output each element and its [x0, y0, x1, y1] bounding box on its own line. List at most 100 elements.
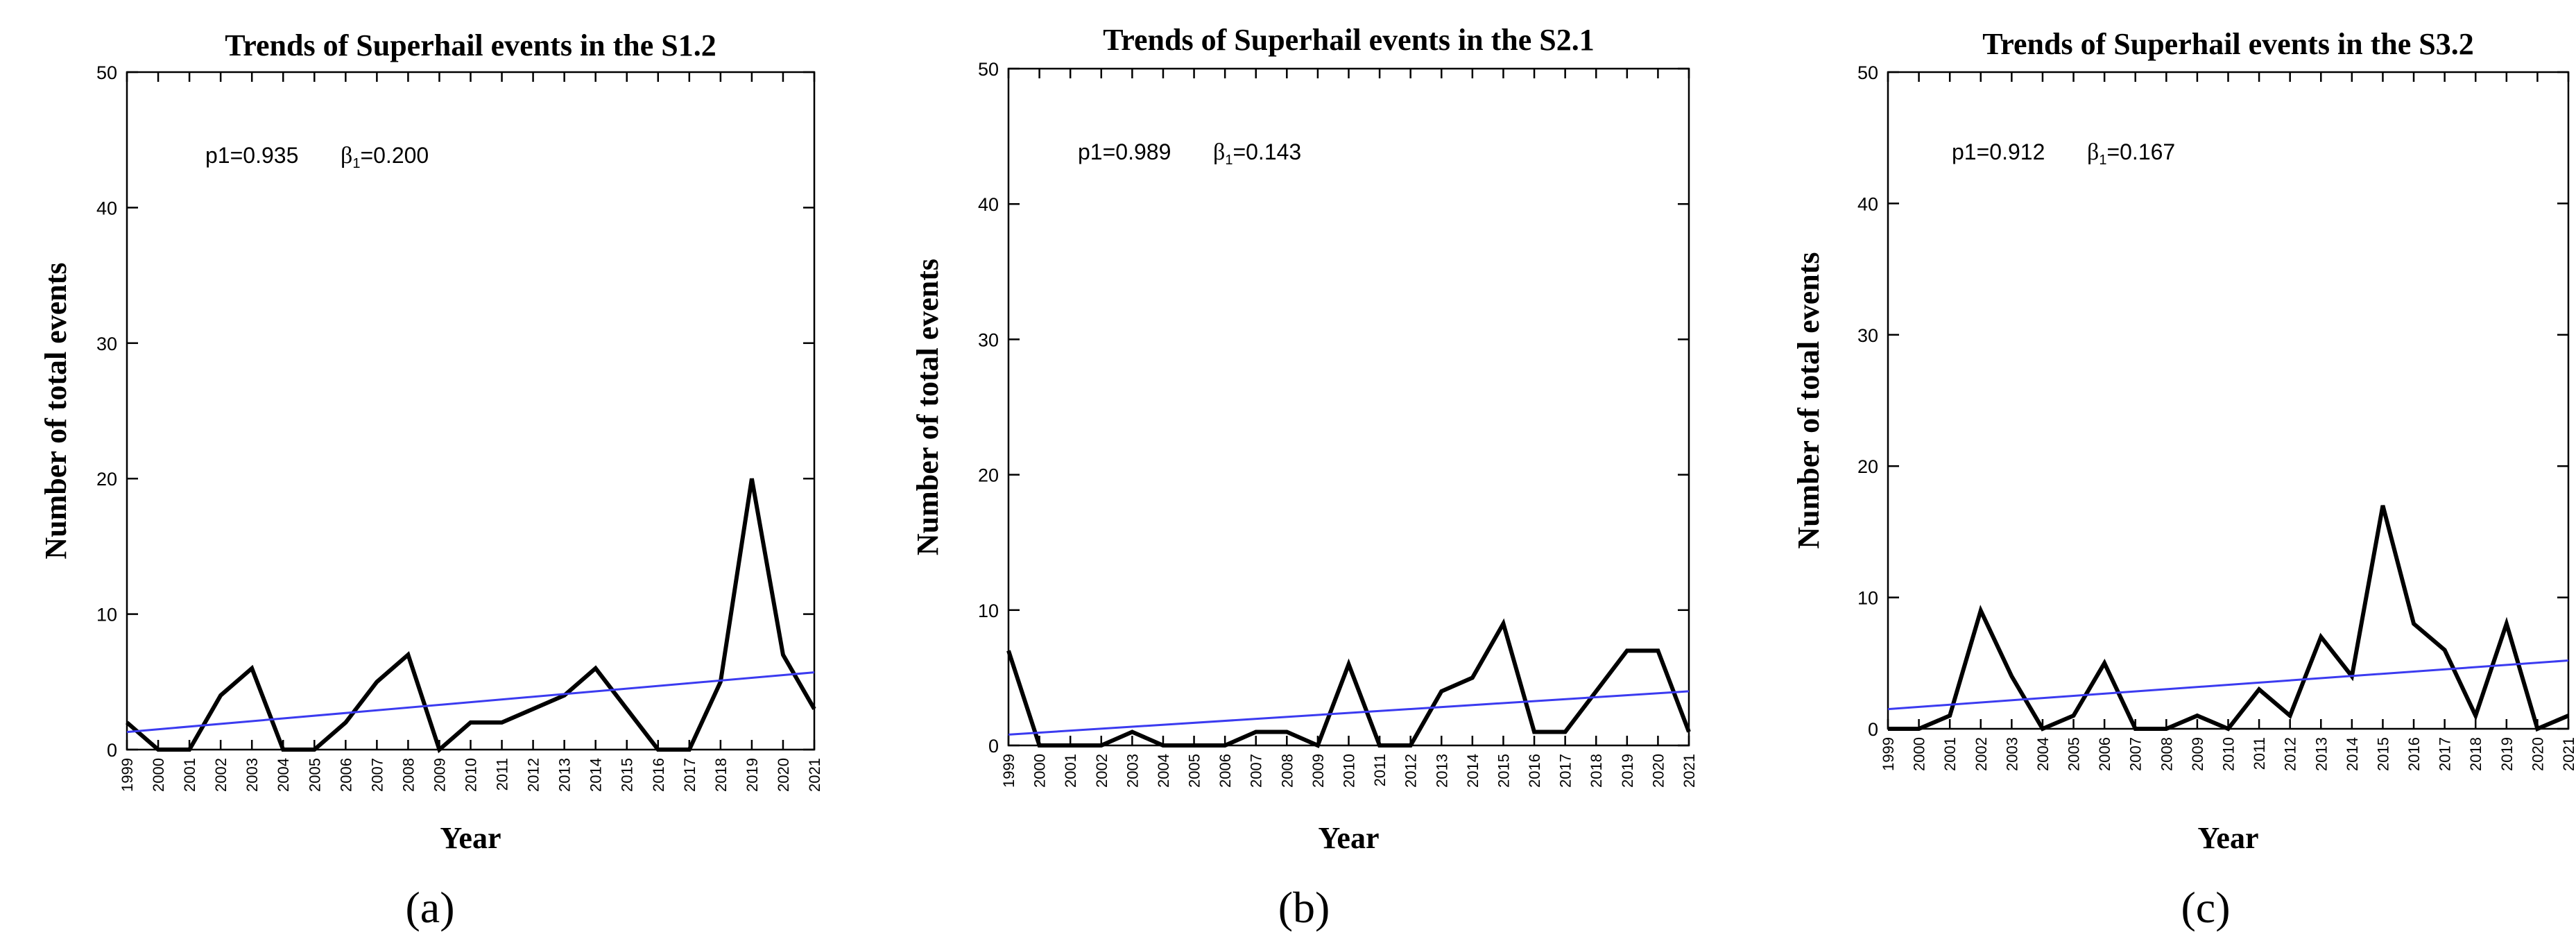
- panel-title: Trends of Superhail events in the S2.1: [1103, 23, 1595, 57]
- beta-symbol: β: [1213, 139, 1225, 165]
- x-tick-label: 2001: [1062, 754, 1079, 788]
- x-tick-label: 2012: [1402, 754, 1420, 788]
- x-tick-label: 2013: [556, 758, 574, 792]
- x-tick-label: 1999: [119, 758, 136, 792]
- panel-title: Trends of Superhail events in the S1.2: [225, 28, 716, 62]
- y-tick-label: 10: [96, 605, 117, 625]
- x-tick-label: 2021: [1681, 754, 1698, 788]
- y-tick-label: 50: [1857, 62, 1878, 83]
- trend-line: [1887, 659, 2569, 711]
- y-tick-label: 30: [1857, 325, 1878, 346]
- x-tick-label: 2002: [212, 758, 230, 792]
- y-tick-label: 40: [978, 194, 999, 215]
- panel-letter: (c): [2181, 883, 2230, 932]
- beta-label: β1=0.200: [341, 143, 429, 171]
- x-tick-label: 2009: [1310, 754, 1327, 788]
- x-tick-label: 2005: [1186, 754, 1203, 788]
- x-tick-label: 2001: [181, 758, 198, 792]
- x-tick-label: 2010: [1341, 754, 1358, 788]
- y-tick-label: 10: [1857, 588, 1878, 609]
- x-tick-label: 2014: [1464, 754, 1482, 788]
- x-tick-label: 2003: [1124, 754, 1141, 788]
- x-tick-label: 2009: [431, 758, 448, 792]
- x-tick-label: 2011: [1371, 754, 1389, 786]
- x-tick-label: 2001: [1941, 737, 1959, 771]
- y-tick-label: 30: [978, 329, 999, 350]
- x-tick-label: 2017: [2437, 737, 2454, 771]
- x-tick-label: 2018: [712, 758, 730, 792]
- p-value-label: p1=0.912: [1952, 139, 2045, 164]
- beta-symbol: β: [2087, 139, 2099, 165]
- x-tick-label: 2019: [744, 758, 761, 792]
- x-tick-label: 2013: [2312, 737, 2330, 771]
- y-tick-label: 0: [988, 736, 999, 757]
- x-tick-label: 2000: [1031, 754, 1049, 788]
- x-tick-label: 1999: [1000, 754, 1017, 788]
- beta-symbol: β: [341, 143, 352, 169]
- x-tick-label: 2021: [806, 758, 823, 792]
- x-tick-label: 2018: [1588, 754, 1605, 788]
- y-tick-label: 20: [978, 465, 999, 486]
- trend-line: [126, 671, 815, 734]
- x-tick-label: 2006: [337, 758, 354, 792]
- x-tick-label: 2019: [2498, 737, 2516, 771]
- x-tick-label: 2007: [1248, 754, 1265, 788]
- x-tick-label: 2010: [2220, 737, 2238, 771]
- x-tick-label: 2020: [1649, 754, 1667, 788]
- x-tick-label: 2003: [2003, 737, 2020, 771]
- x-tick-label: 2015: [2374, 737, 2392, 771]
- x-tick-label: 2017: [1557, 754, 1574, 788]
- x-tick-label: 2011: [494, 758, 511, 791]
- beta-value: =0.167: [2106, 139, 2175, 164]
- x-axis-label: Year: [1319, 821, 1380, 855]
- trend-line: [1008, 690, 1690, 736]
- x-tick-label: 2006: [2096, 737, 2113, 771]
- beta-subscript: 1: [1225, 153, 1233, 168]
- panel-title: Trends of Superhail events in the S3.2: [1982, 27, 2474, 61]
- x-tick-label: 2009: [2189, 737, 2206, 771]
- x-tick-label: 2015: [619, 758, 636, 792]
- x-tick-label: 2000: [1911, 737, 1928, 771]
- panel-a: Trends of Superhail events in the S1.2 N…: [39, 28, 823, 932]
- x-tick-label: 2010: [463, 758, 480, 792]
- p-value-label: p1=0.935: [205, 143, 298, 168]
- beta-label: β1=0.143: [1213, 139, 1301, 168]
- x-tick-label: 2002: [1973, 737, 1990, 771]
- x-tick-label: 2008: [2158, 737, 2175, 771]
- y-tick-label: 10: [978, 601, 999, 621]
- beta-subscript: 1: [352, 156, 360, 171]
- x-tick-label: 2000: [150, 758, 167, 792]
- x-tick-label: 2016: [1526, 754, 1543, 788]
- x-tick-label: 2003: [243, 758, 261, 792]
- x-tick-label: 2019: [1619, 754, 1636, 788]
- y-tick-label: 20: [1857, 456, 1878, 477]
- y-tick-label: 50: [96, 62, 117, 83]
- x-tick-label: 2002: [1093, 754, 1110, 788]
- x-tick-label: 2017: [681, 758, 698, 792]
- x-tick-label: 2007: [368, 758, 386, 792]
- x-tick-label: 2005: [2066, 737, 2083, 771]
- y-axis-label: Number of total events: [1792, 252, 1826, 549]
- plot-frame: [1007, 67, 1690, 747]
- beta-value: =0.200: [360, 143, 429, 168]
- x-axis-label: Year: [2198, 821, 2259, 855]
- x-tick-label: 2004: [2034, 737, 2052, 771]
- x-tick-label: 2020: [2529, 737, 2546, 771]
- panel-b: Trends of Superhail events in the S2.1 N…: [911, 23, 1698, 932]
- beta-label: β1=0.167: [2087, 139, 2175, 168]
- x-tick-label: 2013: [1433, 754, 1450, 788]
- x-tick-label: 2007: [2127, 737, 2145, 771]
- x-tick-label: 2004: [275, 758, 292, 792]
- event-count-line: [126, 478, 816, 754]
- x-tick-label: 2014: [2344, 737, 2361, 771]
- p-value-label: p1=0.989: [1078, 139, 1171, 164]
- x-tick-label: 2020: [775, 758, 792, 792]
- y-tick-label: 20: [96, 469, 117, 490]
- y-axis-label: Number of total events: [911, 259, 945, 555]
- x-tick-label: 2004: [1155, 754, 1172, 788]
- x-tick-label: 2008: [400, 758, 417, 792]
- beta-value: =0.143: [1233, 139, 1301, 164]
- x-tick-label: 2018: [2467, 737, 2484, 771]
- x-tick-label: 1999: [1880, 737, 1897, 771]
